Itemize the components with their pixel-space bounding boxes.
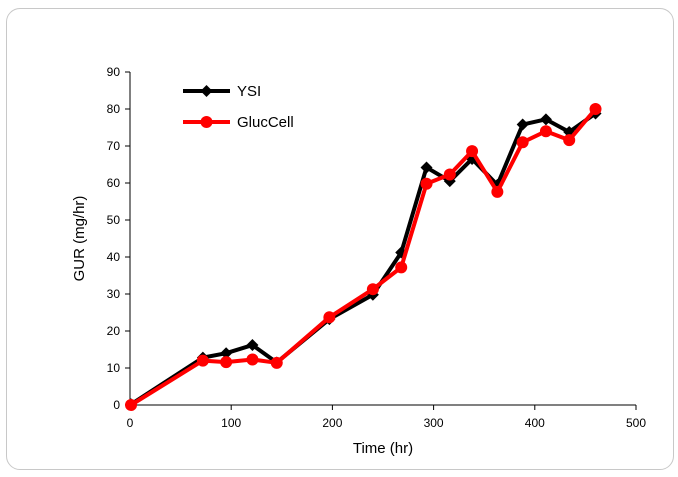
- data-point-gluccell-marker: [466, 145, 479, 158]
- data-point-ysi-marker: [220, 347, 233, 360]
- series-line-gluccell: [129, 107, 598, 407]
- legend-label-gluccell: GlucCell: [237, 114, 294, 131]
- legend-ysi-marker: [200, 85, 213, 97]
- y-axis-title: GUR (mg/hr): [71, 196, 88, 282]
- legend: YSI GlucCell: [183, 83, 294, 131]
- y-tick-label: 60: [107, 176, 121, 190]
- data-point-gluccell-marker: [366, 283, 379, 296]
- chart-frame: [6, 8, 674, 470]
- data-point-gluccell-marker: [516, 136, 529, 149]
- x-tick-label: 400: [525, 416, 545, 430]
- data-point-ysi-marker: [420, 161, 433, 174]
- x-tick-label: 500: [626, 416, 646, 430]
- x-tick-label: 100: [221, 416, 241, 430]
- data-point-ysi-marker: [539, 113, 552, 126]
- y-tick-label: 70: [107, 139, 121, 153]
- series-layer: [125, 103, 602, 411]
- y-tick-label: 20: [107, 324, 121, 338]
- legend-item-ysi: YSI: [183, 83, 261, 100]
- data-point-gluccell-marker: [196, 354, 209, 367]
- data-point-gluccell-marker: [270, 356, 283, 369]
- data-point-gluccell-marker: [589, 103, 602, 115]
- x-tick-label: 0: [127, 416, 134, 430]
- series-line-ysi: [129, 111, 597, 406]
- data-point-gluccell-marker: [491, 185, 504, 198]
- x-tick-label: 200: [322, 416, 342, 430]
- data-point-ysi-marker: [246, 339, 259, 352]
- data-point-gluccell-marker: [420, 177, 433, 190]
- y-tick-label: 90: [107, 65, 121, 79]
- data-point-gluccell-marker: [443, 168, 456, 181]
- x-axis-title: Time (hr): [353, 440, 413, 457]
- legend-item-gluccell: GlucCell: [183, 114, 294, 131]
- y-tick-label: 50: [107, 213, 121, 227]
- y-tick-label: 10: [107, 361, 121, 375]
- data-point-gluccell-marker: [125, 399, 138, 411]
- y-tick-label: 30: [107, 287, 121, 301]
- data-point-gluccell-marker: [395, 261, 408, 274]
- y-tick-label: 80: [107, 102, 121, 116]
- data-point-gluccell-marker: [539, 125, 552, 138]
- series-gluccell: [125, 103, 602, 411]
- legend-gluccell-marker: [200, 116, 213, 128]
- legend-marker-gluccell: [200, 116, 213, 128]
- data-point-gluccell-marker: [246, 353, 259, 366]
- y-tick-label: 40: [107, 250, 121, 264]
- x-axis: 0 100 200 300 400 500: [127, 404, 646, 430]
- legend-marker-ysi: [200, 85, 213, 97]
- x-tick-label: 300: [424, 416, 444, 430]
- data-point-ysi-marker: [516, 118, 529, 131]
- y-axis: 0 10 20 30 40 50 60 70 80 90: [107, 65, 131, 412]
- data-point-gluccell-marker: [323, 311, 336, 324]
- data-point-gluccell-marker: [220, 356, 233, 369]
- legend-label-ysi: YSI: [237, 83, 261, 100]
- data-point-gluccell-marker: [563, 134, 576, 147]
- y-tick-label: 0: [113, 398, 120, 412]
